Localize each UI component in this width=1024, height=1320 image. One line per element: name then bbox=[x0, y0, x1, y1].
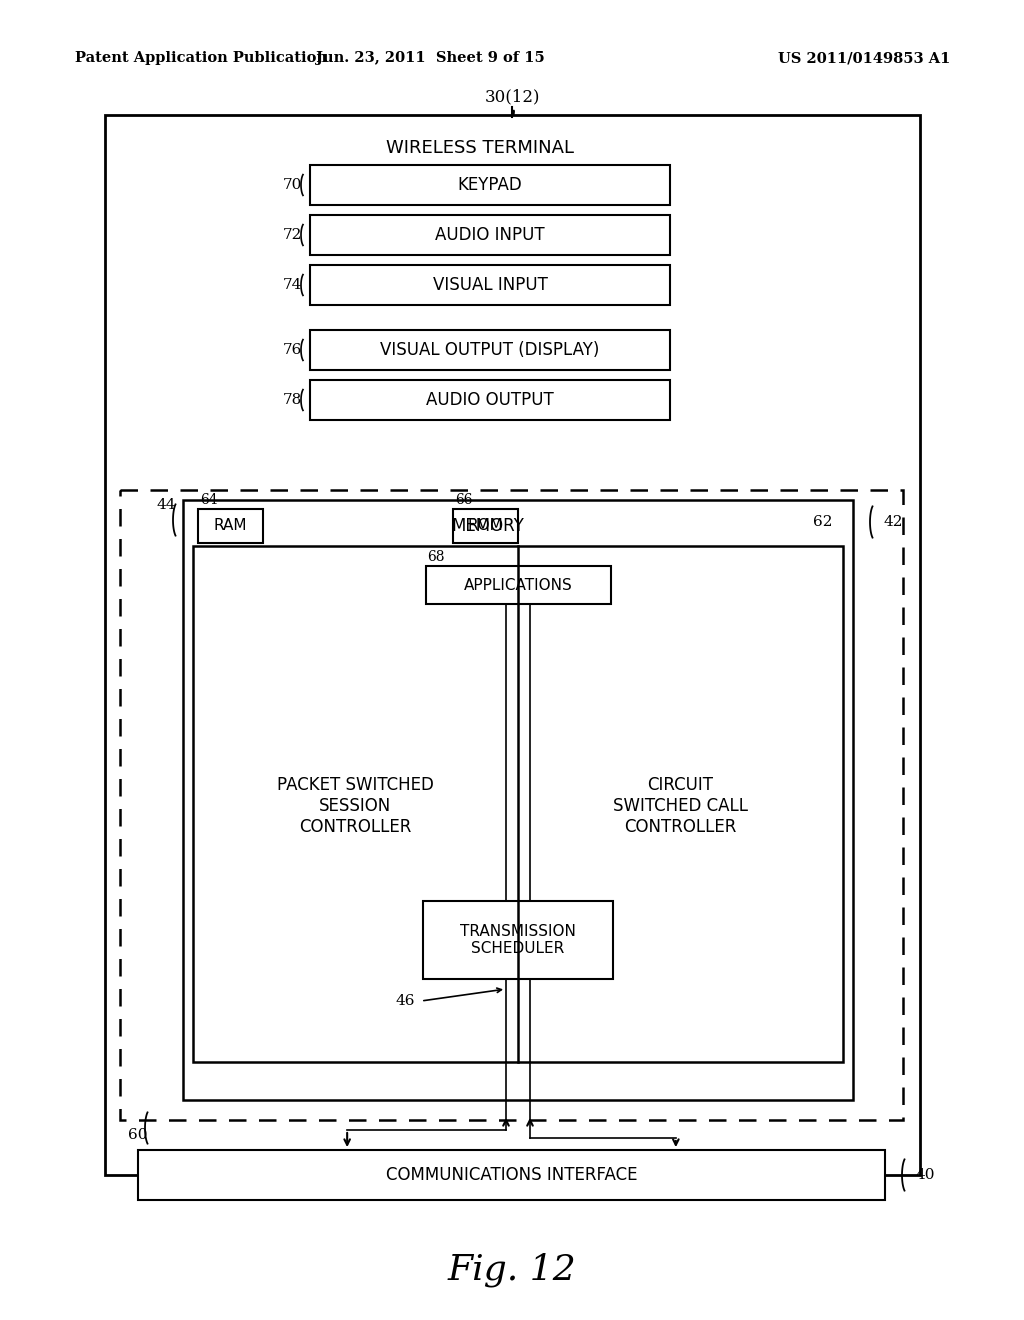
Bar bbox=[198, 510, 263, 543]
Text: ROM: ROM bbox=[468, 519, 504, 533]
Text: CIRCUIT
SWITCHED CALL
CONTROLLER: CIRCUIT SWITCHED CALL CONTROLLER bbox=[613, 776, 748, 836]
Text: 44: 44 bbox=[157, 498, 176, 512]
Bar bbox=[310, 165, 670, 205]
Bar bbox=[426, 566, 610, 605]
Bar bbox=[193, 546, 843, 1063]
Text: 74: 74 bbox=[283, 279, 302, 292]
Text: PACKET SWITCHED
SESSION
CONTROLLER: PACKET SWITCHED SESSION CONTROLLER bbox=[278, 776, 434, 836]
Text: COMMUNICATIONS INTERFACE: COMMUNICATIONS INTERFACE bbox=[386, 1166, 637, 1184]
Text: Jun. 23, 2011  Sheet 9 of 15: Jun. 23, 2011 Sheet 9 of 15 bbox=[315, 51, 545, 65]
Text: 42: 42 bbox=[884, 515, 903, 529]
Text: 72: 72 bbox=[283, 228, 302, 242]
Bar bbox=[138, 1150, 885, 1200]
Text: 68: 68 bbox=[427, 550, 445, 564]
Text: 30(12): 30(12) bbox=[484, 88, 540, 106]
Bar bbox=[453, 510, 518, 543]
Text: 40: 40 bbox=[915, 1168, 935, 1181]
Text: US 2011/0149853 A1: US 2011/0149853 A1 bbox=[777, 51, 950, 65]
Text: TRANSMISSION
SCHEDULER: TRANSMISSION SCHEDULER bbox=[460, 924, 575, 956]
Bar bbox=[310, 215, 670, 255]
Text: 78: 78 bbox=[283, 393, 302, 407]
Text: 46: 46 bbox=[395, 994, 415, 1008]
Text: Patent Application Publication: Patent Application Publication bbox=[75, 51, 327, 65]
Text: RAM: RAM bbox=[214, 519, 247, 533]
Text: AUDIO OUTPUT: AUDIO OUTPUT bbox=[426, 391, 554, 409]
Text: Fig. 12: Fig. 12 bbox=[447, 1253, 577, 1287]
Text: 64: 64 bbox=[200, 492, 218, 507]
Bar bbox=[310, 330, 670, 370]
Text: VISUAL INPUT: VISUAL INPUT bbox=[432, 276, 548, 294]
Bar bbox=[310, 380, 670, 420]
Text: 76: 76 bbox=[283, 343, 302, 356]
Bar bbox=[423, 902, 613, 979]
Text: AUDIO INPUT: AUDIO INPUT bbox=[435, 226, 545, 244]
Text: MEMORY: MEMORY bbox=[452, 517, 524, 535]
Text: KEYPAD: KEYPAD bbox=[458, 176, 522, 194]
Bar bbox=[183, 500, 853, 1100]
Bar bbox=[120, 490, 903, 1119]
Text: 70: 70 bbox=[283, 178, 302, 191]
Text: 60: 60 bbox=[128, 1129, 147, 1142]
Text: 66: 66 bbox=[455, 492, 472, 507]
Bar bbox=[105, 115, 920, 1175]
Text: WIRELESS TERMINAL: WIRELESS TERMINAL bbox=[386, 139, 574, 157]
Text: VISUAL OUTPUT (DISPLAY): VISUAL OUTPUT (DISPLAY) bbox=[380, 341, 600, 359]
Bar bbox=[310, 265, 670, 305]
Text: 62: 62 bbox=[813, 515, 833, 529]
Text: APPLICATIONS: APPLICATIONS bbox=[464, 578, 572, 593]
